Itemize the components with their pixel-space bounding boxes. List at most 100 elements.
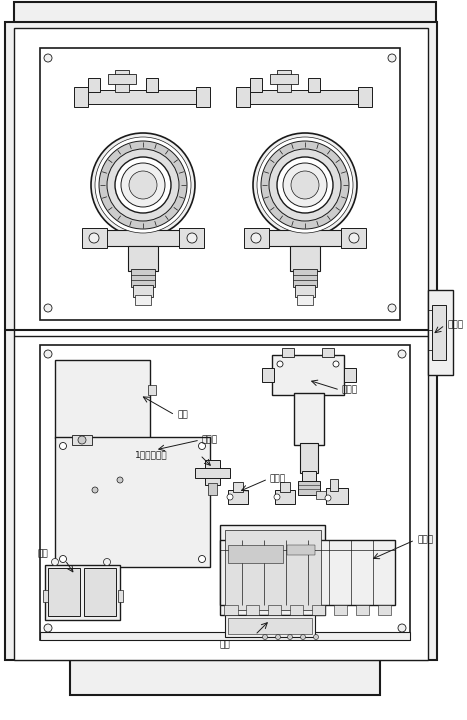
Bar (377, 605, 390, 615)
Bar (70, 660, 380, 695)
Bar (105, 230, 181, 246)
Text: 电源: 电源 (220, 641, 231, 649)
Circle shape (92, 487, 98, 493)
Bar (277, 70, 291, 92)
Bar (220, 525, 325, 615)
Bar (131, 269, 155, 287)
Bar (82, 90, 202, 104)
Circle shape (187, 233, 197, 243)
Circle shape (388, 304, 396, 312)
Circle shape (129, 171, 157, 199)
Bar (294, 393, 324, 445)
Text: 流量计: 流量计 (447, 320, 463, 330)
Bar (236, 87, 250, 107)
Bar (358, 87, 372, 107)
Bar (267, 230, 343, 246)
Circle shape (198, 443, 205, 449)
Circle shape (121, 163, 165, 207)
Bar (282, 348, 294, 357)
Bar (55, 360, 150, 438)
Bar (312, 605, 325, 615)
Bar (244, 228, 269, 248)
Bar (268, 605, 281, 615)
Text: 开关: 开关 (38, 549, 49, 559)
Circle shape (59, 443, 66, 449)
Circle shape (78, 436, 86, 444)
Bar (118, 590, 123, 602)
Bar (14, 2, 436, 24)
Bar (298, 481, 320, 495)
Circle shape (227, 494, 233, 500)
Bar (208, 483, 217, 495)
Bar (341, 228, 366, 248)
Circle shape (117, 477, 123, 483)
Bar (326, 488, 348, 504)
Circle shape (107, 149, 179, 221)
Bar (148, 385, 156, 395)
Bar (48, 568, 80, 616)
Circle shape (333, 361, 339, 367)
Bar (88, 78, 100, 92)
Bar (40, 345, 410, 640)
Circle shape (44, 350, 52, 358)
Text: 1转二转接管: 1转二转接管 (135, 451, 168, 459)
Circle shape (44, 54, 52, 62)
Bar (272, 355, 344, 395)
Bar (295, 285, 315, 297)
Bar (344, 368, 356, 382)
Text: 滤水器: 滤水器 (342, 385, 358, 395)
Text: 气泵: 气泵 (177, 410, 188, 420)
Circle shape (95, 137, 191, 233)
Circle shape (269, 149, 341, 221)
Circle shape (325, 495, 331, 501)
Bar (280, 482, 290, 492)
Bar (84, 568, 116, 616)
Circle shape (59, 556, 66, 562)
Bar (55, 437, 210, 567)
Bar (40, 48, 400, 320)
Bar (72, 435, 92, 445)
Bar (228, 490, 248, 504)
Bar (300, 443, 318, 473)
Circle shape (398, 350, 406, 358)
Circle shape (198, 556, 205, 562)
Bar (108, 74, 136, 84)
Bar (128, 246, 158, 271)
Circle shape (91, 133, 195, 237)
Bar (356, 605, 369, 615)
Circle shape (291, 171, 319, 199)
Circle shape (261, 141, 349, 229)
Bar (290, 246, 320, 271)
Bar (43, 590, 48, 602)
Bar (205, 460, 220, 485)
Text: 电磁阀: 电磁阀 (417, 536, 433, 544)
Bar (179, 228, 204, 248)
Bar (220, 540, 395, 605)
Bar (334, 605, 347, 615)
Bar (115, 70, 129, 92)
Bar (228, 545, 283, 563)
Bar (287, 545, 315, 555)
Bar (45, 565, 120, 620)
Bar (297, 295, 313, 305)
Circle shape (251, 233, 261, 243)
Circle shape (51, 559, 58, 565)
Bar (228, 618, 312, 634)
Bar (195, 468, 230, 478)
Bar (270, 74, 298, 84)
Circle shape (277, 157, 333, 213)
Bar (308, 78, 320, 92)
Bar (135, 295, 151, 305)
Bar (316, 491, 326, 499)
Circle shape (44, 304, 52, 312)
Bar (225, 530, 321, 610)
Circle shape (313, 634, 318, 639)
Bar (225, 615, 315, 637)
Circle shape (398, 624, 406, 632)
Bar (224, 605, 238, 615)
Bar (5, 22, 437, 660)
Bar (432, 305, 446, 360)
Bar (428, 290, 453, 375)
Circle shape (274, 494, 280, 500)
Circle shape (300, 634, 305, 639)
